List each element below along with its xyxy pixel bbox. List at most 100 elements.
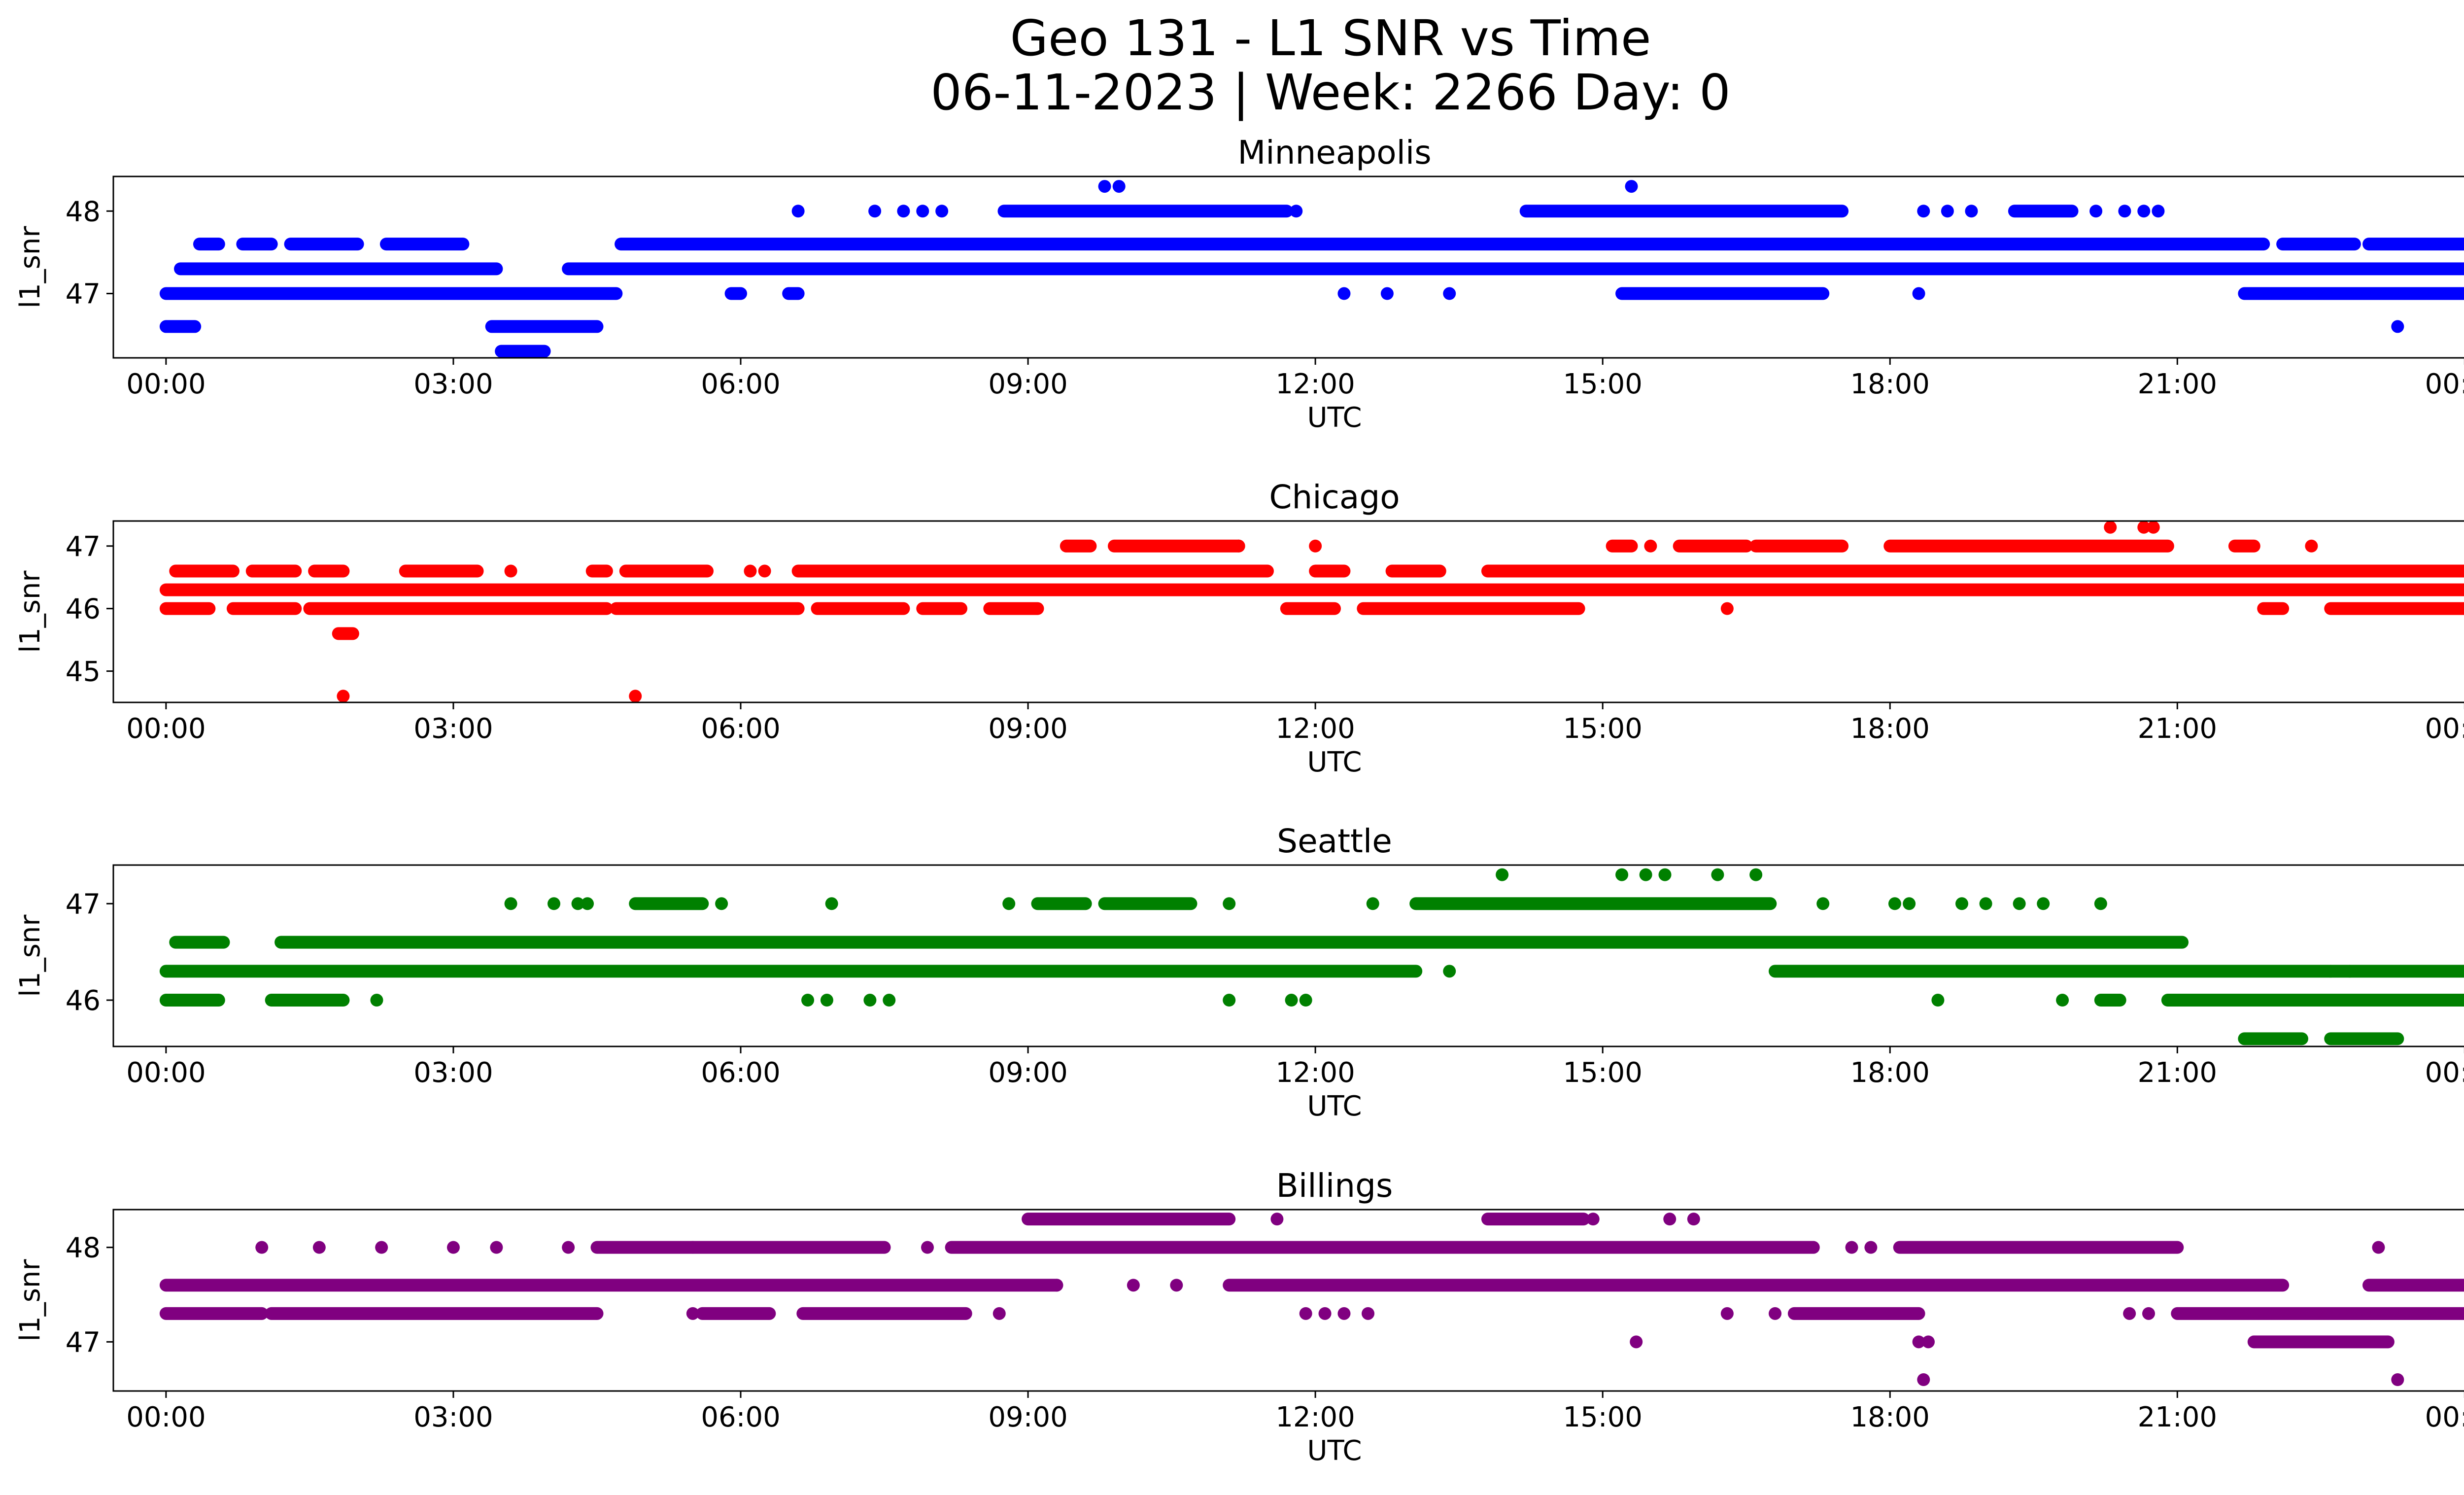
panel-billings: Billings 00:00 03:00 06:00 09:00 12:00 15:00 18… — [14, 1167, 2464, 1467]
y-tick-label: 46 — [66, 593, 101, 626]
data-point — [2137, 521, 2151, 534]
data-point — [1270, 1213, 1284, 1226]
data-point — [375, 1241, 388, 1254]
y-tick-label: 47 — [66, 531, 101, 563]
y-tick-label: 46 — [66, 985, 101, 1017]
data-point — [2324, 965, 2337, 978]
y-tick-label: 48 — [66, 1232, 101, 1264]
data-point — [1845, 1241, 1858, 1254]
data-point — [2094, 897, 2107, 910]
y-tick-label: 48 — [66, 196, 101, 228]
data-point — [2013, 897, 2026, 910]
data-point — [284, 994, 297, 1007]
data-point — [1917, 1373, 1930, 1386]
data-point — [2152, 205, 2165, 218]
data-point — [2343, 965, 2357, 978]
data-point — [2391, 1373, 2404, 1386]
x-tick-label: 00:00 — [126, 368, 205, 400]
data-point — [1380, 287, 1394, 300]
data-point — [2372, 1241, 2385, 1254]
x-tick-label: 21:00 — [2138, 368, 2217, 400]
x-tick-label: 06:00 — [701, 1401, 780, 1433]
data-point — [686, 1241, 699, 1254]
x-tick-label: 15:00 — [1563, 1057, 1642, 1089]
data-point — [255, 1241, 269, 1254]
data-point — [1299, 994, 1312, 1007]
data-point — [1290, 205, 1303, 218]
data-point — [504, 564, 517, 578]
data-point — [1443, 287, 1456, 300]
y-tick-label: 45 — [66, 656, 101, 688]
data-point — [868, 205, 882, 218]
data-point — [1127, 1279, 1140, 1292]
data-point — [1050, 1279, 1063, 1292]
x-tick-label: 03:00 — [413, 1401, 493, 1433]
data-point — [1223, 897, 1236, 910]
data-point — [1903, 897, 1916, 910]
data-point — [1443, 965, 1456, 978]
data-point — [1888, 897, 1901, 910]
data-point — [2089, 205, 2103, 218]
data-point — [1720, 602, 1734, 615]
axes-frame — [112, 175, 2464, 359]
axes-frame — [112, 864, 2464, 1047]
data-point — [897, 205, 910, 218]
data-series-billings — [159, 1213, 2464, 1386]
data-point — [312, 1241, 326, 1254]
x-tick-label: 00:00 — [2425, 1057, 2464, 1089]
data-point — [2123, 1307, 2136, 1320]
x-tick-label: 09:00 — [988, 1057, 1067, 1089]
x-tick-label: 00:00 — [126, 1401, 205, 1433]
panel-seattle: Seattle 00:00 03:00 06:00 09:00 12:00 15:00 18:… — [14, 822, 2464, 1122]
data-point — [1912, 1335, 1925, 1349]
axes-frame — [112, 520, 2464, 703]
x-tick-label: 09:00 — [988, 713, 1067, 745]
x-axis-label: UTC — [1307, 1090, 1362, 1122]
data-point — [1931, 994, 1945, 1007]
panel-title: Billings — [1276, 1167, 1393, 1205]
data-point — [2118, 205, 2131, 218]
x-tick-label: 12:00 — [1275, 1057, 1355, 1089]
data-point — [1864, 1241, 1878, 1254]
x-tick-label: 06:00 — [701, 713, 780, 745]
x-tick-label: 06:00 — [701, 1057, 780, 1089]
data-point — [2142, 1307, 2155, 1320]
data-point — [1002, 897, 1016, 910]
x-tick-label: 18:00 — [1850, 368, 1930, 400]
data-point — [1362, 1307, 1375, 1320]
data-point — [1285, 994, 1298, 1007]
data-point — [921, 1241, 934, 1254]
data-point — [758, 564, 771, 578]
data-point — [1711, 868, 1724, 881]
data-point — [1337, 1307, 1351, 1320]
data-point — [1112, 180, 1126, 193]
x-tick-label: 09:00 — [988, 368, 1067, 400]
data-series-seattle — [159, 868, 2464, 1045]
data-point — [1309, 539, 1322, 553]
x-tick-label: 00:00 — [2425, 713, 2464, 745]
data-point — [1965, 205, 1978, 218]
x-tick-label: 03:00 — [413, 713, 493, 745]
data-point — [1639, 868, 1652, 881]
data-point — [1318, 1307, 1332, 1320]
data-point — [1170, 1279, 1183, 1292]
data-point — [916, 205, 929, 218]
data-point — [992, 1307, 1006, 1320]
panel-minneapolis: Minneapolis 00:00 03:00 06:00 09:00 12:00 15:0… — [14, 134, 2464, 434]
data-series-minneapolis — [159, 180, 2464, 358]
data-point — [1658, 868, 1672, 881]
x-tick-label: 21:00 — [2138, 1401, 2217, 1433]
x-tick-label: 00:00 — [2425, 368, 2464, 400]
y-tick-label: 47 — [66, 1326, 101, 1358]
data-point — [581, 897, 594, 910]
x-tick-label: 18:00 — [1850, 713, 1930, 745]
data-point — [1223, 994, 1236, 1007]
axes-frame — [112, 1209, 2464, 1392]
data-point — [935, 205, 949, 218]
data-point — [1496, 868, 1509, 881]
data-point — [2104, 521, 2117, 534]
data-point — [337, 690, 350, 702]
data-point — [1232, 539, 1245, 553]
panel-title: Seattle — [1277, 822, 1392, 860]
